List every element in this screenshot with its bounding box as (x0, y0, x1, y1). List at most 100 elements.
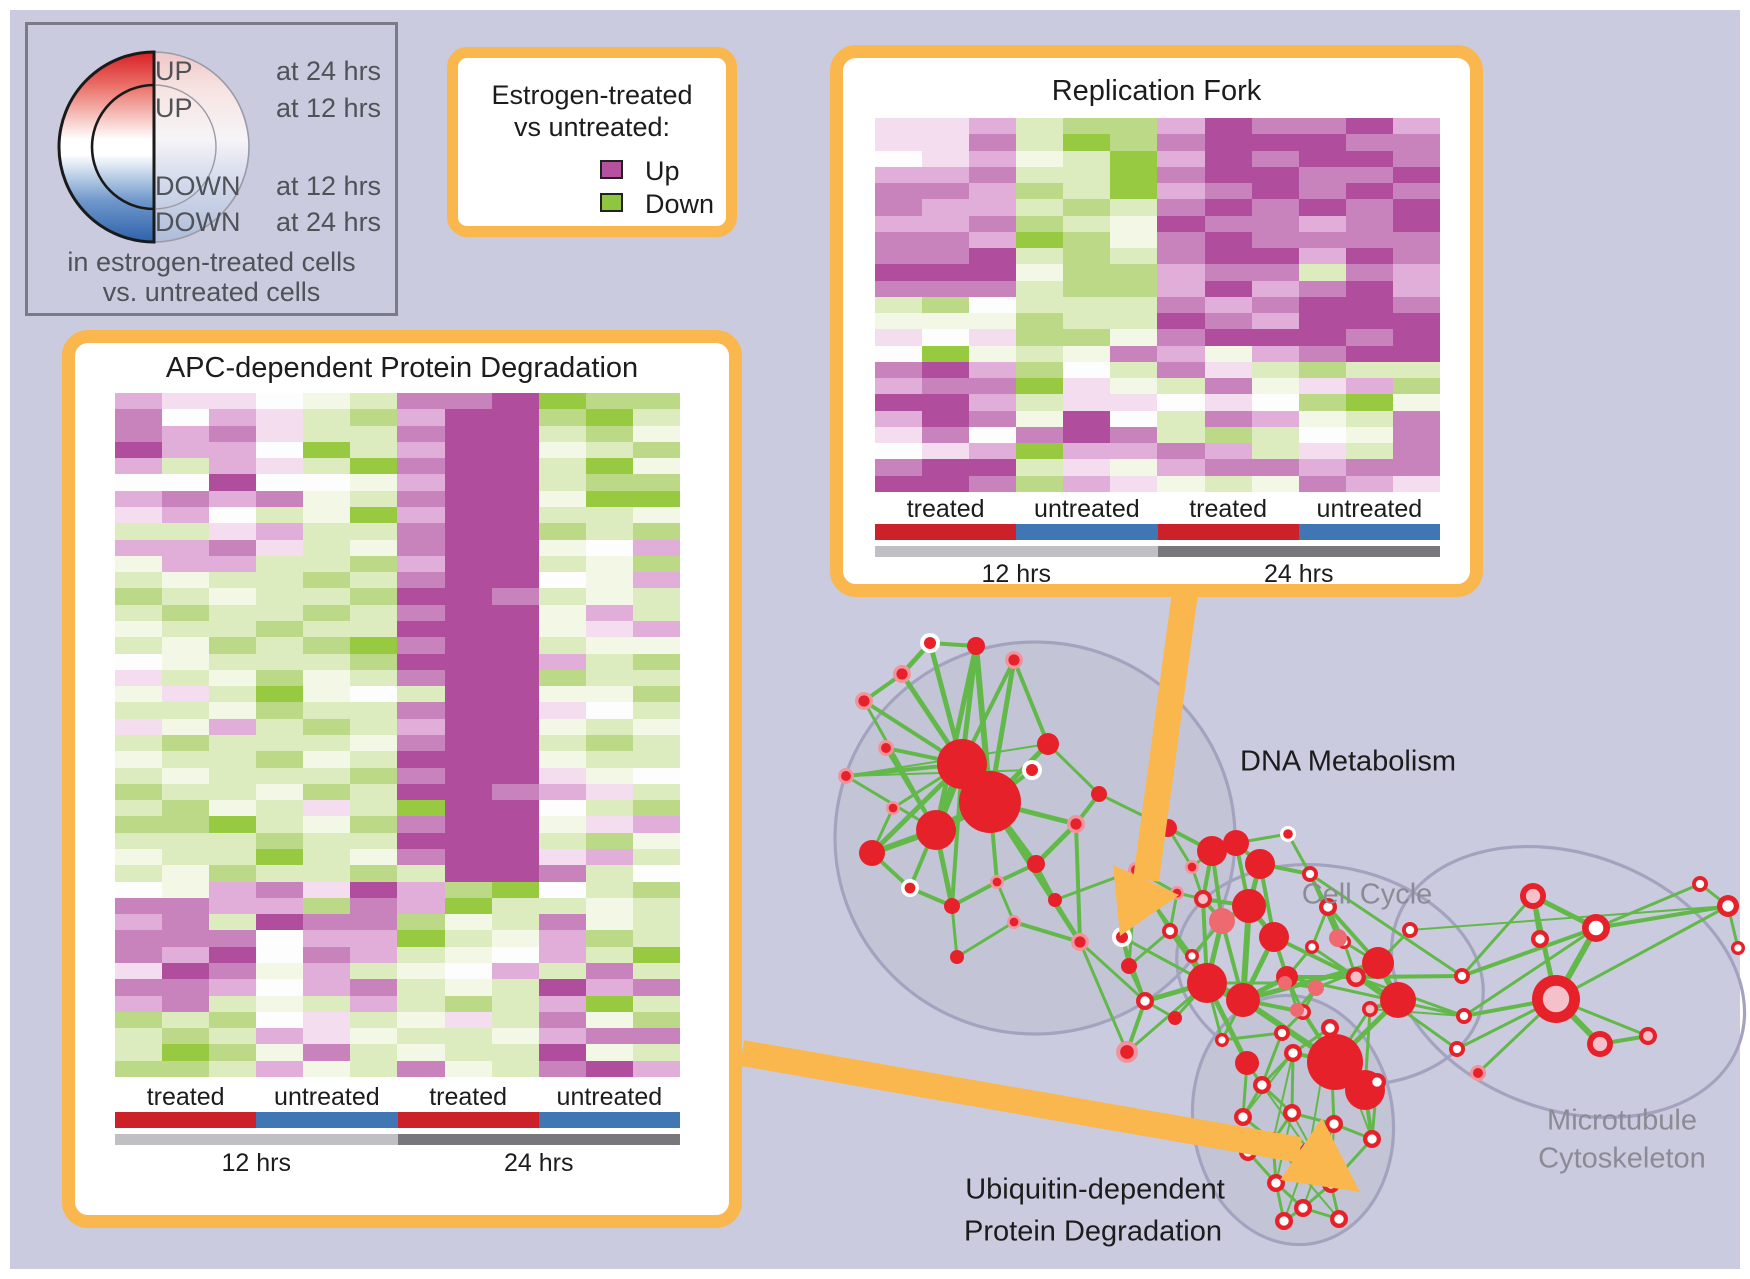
heatmap-cell (1204, 443, 1252, 460)
heatmap-cell (1298, 443, 1346, 460)
cluster-label-cell-cycle: Cell Cycle (1301, 878, 1433, 911)
heatmap-cell (444, 393, 492, 410)
network-node-hW (904, 882, 916, 894)
heatmap-cell (875, 150, 923, 167)
heatmap-cell (875, 248, 923, 265)
heatmap-cell (1110, 134, 1158, 151)
time-labels: 12 hrs 24 hrs (875, 560, 1440, 590)
heatmap-cell (303, 637, 351, 654)
heatmap-cell (209, 507, 257, 524)
heatmap-cell (491, 995, 539, 1012)
heatmap-cell (1063, 345, 1111, 362)
network-node-s (1362, 947, 1394, 979)
heatmap-cell (491, 751, 539, 768)
heatmap-cell (491, 653, 539, 670)
heatmap-cell (256, 588, 304, 605)
heatmap-cell (1157, 183, 1205, 200)
heatmap-cell (444, 865, 492, 882)
heatmap-cell (1063, 329, 1111, 346)
heatmap-cell (397, 523, 445, 540)
heatmap-cell (397, 767, 445, 784)
heatmap-cell (632, 588, 680, 605)
heatmap-cell (1016, 215, 1064, 232)
heatmap-cell (1392, 296, 1440, 314)
heatmap-cell (922, 345, 970, 362)
heatmap-cell (1345, 199, 1393, 216)
heatmap-cell (1063, 248, 1111, 265)
treatment-bar (1157, 524, 1299, 540)
network-edge (933, 643, 979, 833)
heatmap-cell (585, 669, 633, 687)
heatmap-cell (1063, 475, 1111, 492)
heatmap-cell (209, 523, 257, 540)
heatmap-cell (256, 637, 304, 654)
heatmap-cell (350, 995, 398, 1012)
heatmap-cell (1157, 231, 1205, 249)
heatmap-cell (1016, 166, 1064, 184)
heatmap-cell (585, 572, 633, 589)
heatmap-cell (632, 897, 680, 915)
heatmap-cell (444, 458, 492, 475)
heatmap-cell (397, 393, 445, 410)
heatmap-cell (162, 979, 210, 996)
heatmap-cell (115, 686, 163, 703)
heatmap-cell (1204, 215, 1252, 232)
heatmap-cell (256, 669, 304, 687)
network-node-s (1037, 733, 1059, 755)
heatmap-cell (969, 264, 1017, 281)
heatmap-cell (585, 751, 633, 768)
heatmap-cell (538, 816, 586, 833)
heatmap-cell (303, 669, 351, 687)
heatmap-cell (922, 475, 970, 492)
heatmap-cell (875, 313, 923, 330)
heatmap-cell (875, 264, 923, 281)
heatmap-cell (1110, 329, 1158, 346)
heatmap-cell (1204, 475, 1252, 492)
network-node-pR (1350, 971, 1362, 983)
gray-bar-12hrs (115, 1134, 398, 1145)
heatmap-cell (1298, 118, 1346, 135)
heatmap-cell (1345, 426, 1393, 444)
heatmap-cell (350, 393, 398, 410)
heatmap-cell (1110, 199, 1158, 216)
heatmap-cell (162, 1028, 210, 1045)
annotation-arrow-head (1113, 865, 1179, 936)
heatmap-cell (1016, 313, 1064, 330)
legend-time: at 24 hrs (276, 56, 382, 86)
heatmap-cell (632, 963, 680, 980)
heatmap-cell (1110, 296, 1158, 314)
heatmap-cell (1016, 248, 1064, 265)
heatmap-cell (256, 425, 304, 442)
network-edge (1127, 929, 1172, 968)
heatmap-cell (491, 816, 539, 833)
heatmap-cell (350, 751, 398, 768)
heatmap-cell (491, 507, 539, 524)
legend-direction: UP (155, 93, 193, 123)
legend-time: at 12 hrs (276, 93, 382, 123)
network-node-wR (1405, 925, 1415, 935)
heatmap-cell (1063, 166, 1111, 184)
heatmap-cell (256, 963, 304, 980)
heatmap-cell (256, 881, 304, 898)
heatmap-cell (350, 783, 398, 801)
heatmap-cell (444, 897, 492, 915)
heatmap-cell (1392, 248, 1440, 265)
heatmap-cell (632, 1011, 680, 1029)
heatmap-cell (397, 849, 445, 866)
network-node-s (1091, 786, 1107, 802)
updown-legend-title-line1: Estrogen-treated (491, 80, 693, 110)
heatmap-cell (1298, 166, 1346, 184)
heatmap-cell (1157, 118, 1205, 135)
heatmap-cell (444, 425, 492, 442)
heatmap-cell (162, 393, 210, 410)
heatmap-cell (922, 394, 970, 411)
heatmap-cell (538, 767, 586, 784)
heatmap-cell (491, 555, 539, 573)
network-node-hP (1008, 654, 1020, 666)
heatmap-cell (350, 604, 398, 621)
heatmap-cell (585, 653, 633, 670)
heatmap-cell (538, 441, 586, 459)
heatmap-cell (303, 393, 351, 410)
network-edge (1220, 1031, 1284, 1042)
heatmap-cell (969, 118, 1017, 135)
